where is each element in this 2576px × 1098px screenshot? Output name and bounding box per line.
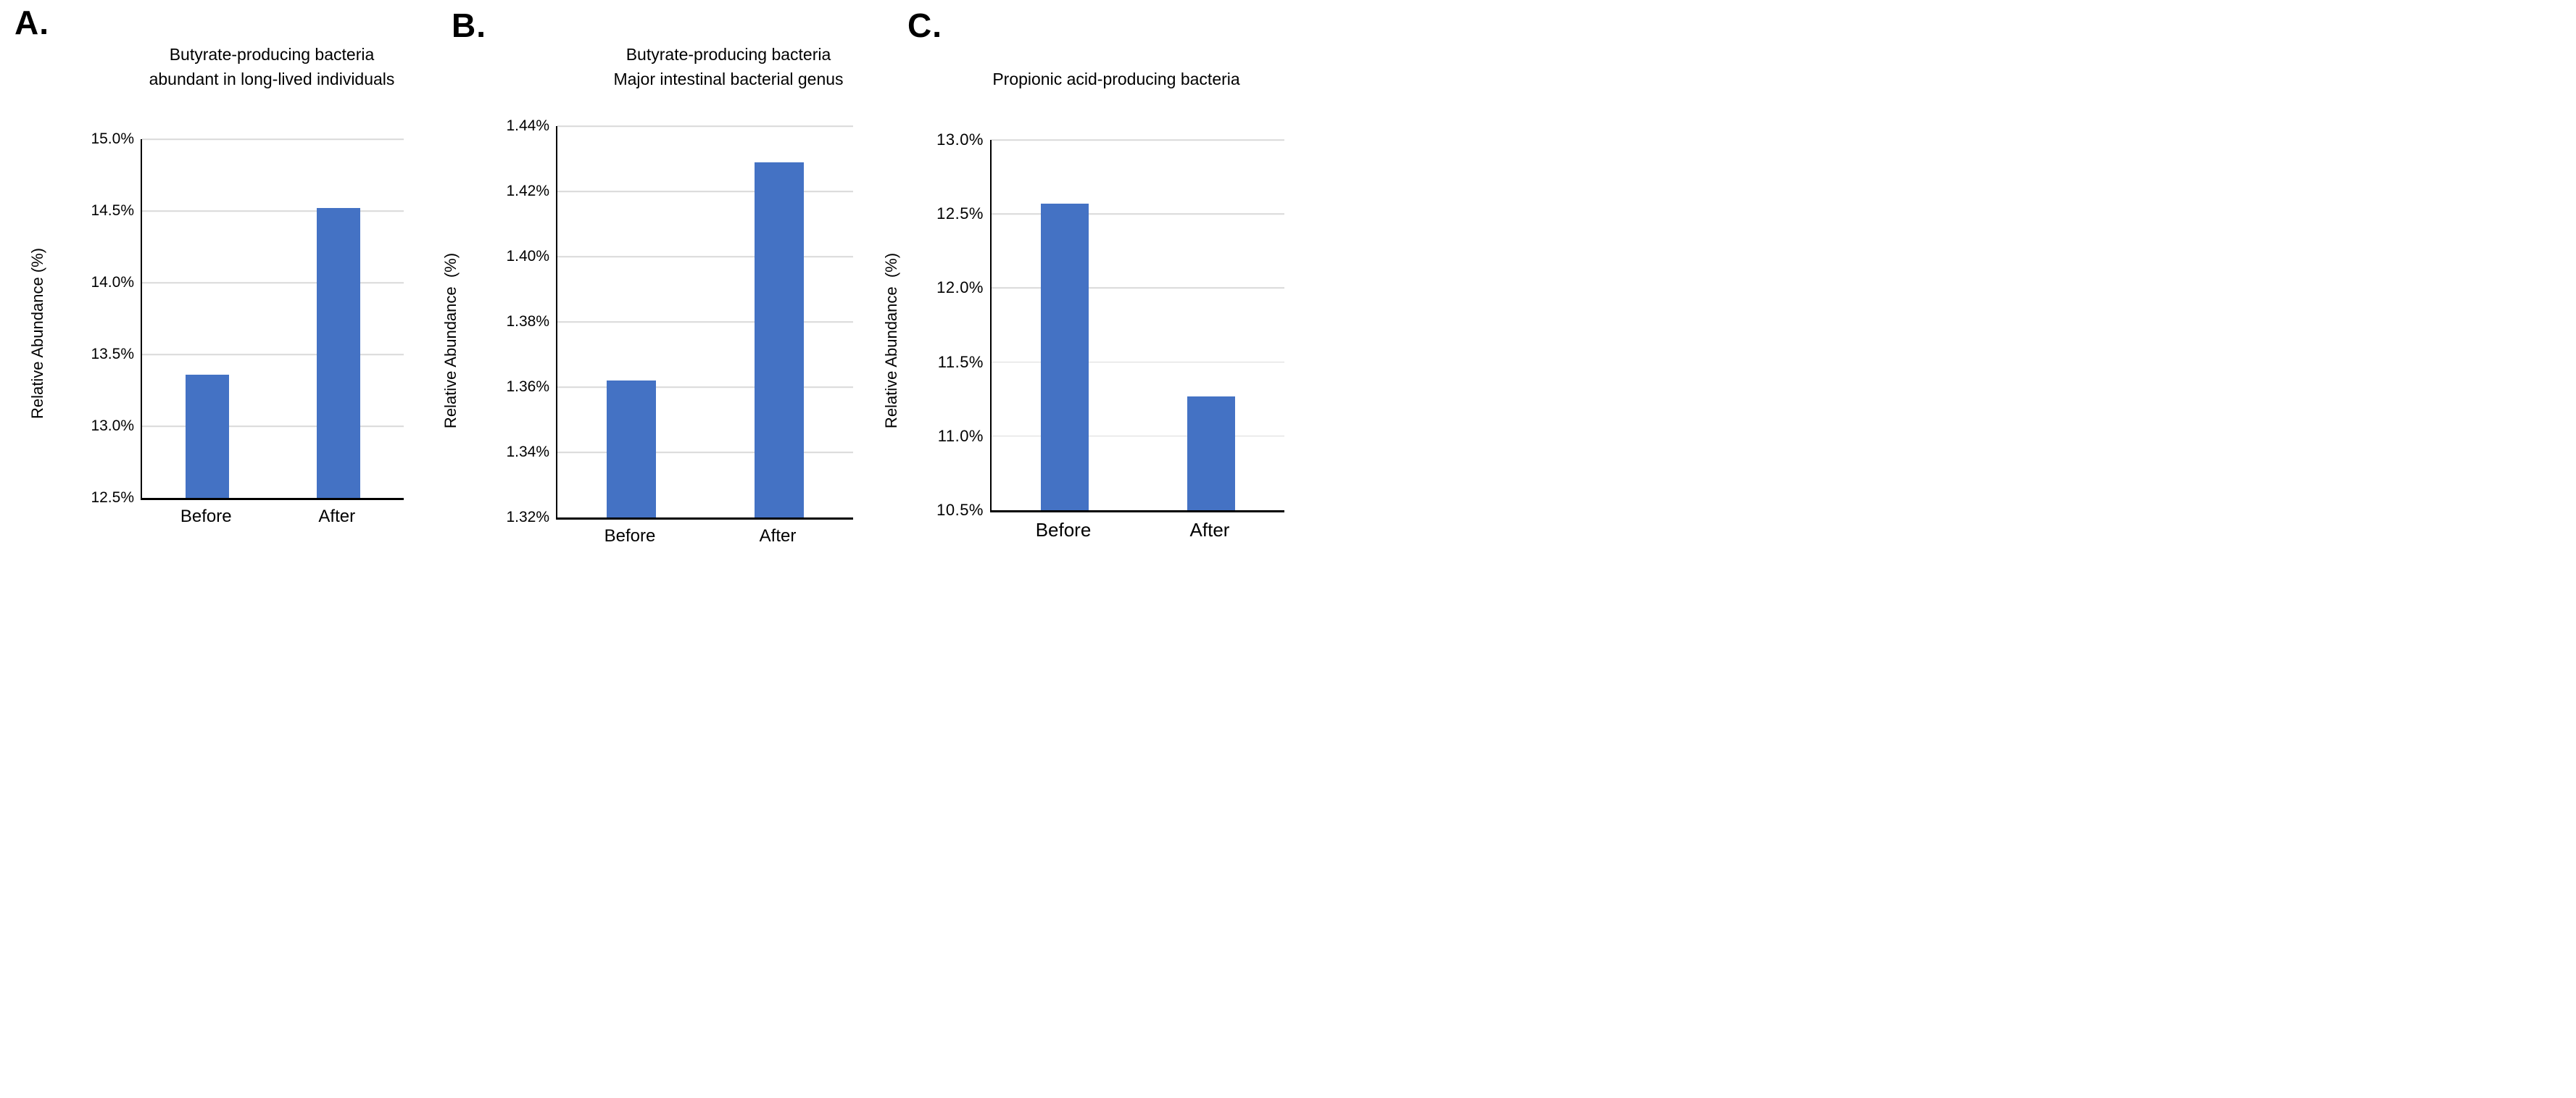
panel-c: C. Propionic acid-producing bacteria Rel… — [858, 0, 1288, 549]
x-axis-category-labels: Before After — [141, 507, 402, 527]
y-tick-label: 1.36% — [506, 378, 549, 395]
y-axis-tick-labels: 1.44% 1.42% 1.40% 1.38% 1.36% 1.34% 1.32% — [429, 117, 549, 525]
gridline — [557, 125, 853, 127]
y-tick-label: 12.5% — [91, 489, 134, 506]
gridline — [142, 138, 404, 140]
bar-slot — [992, 140, 1138, 510]
panel-letter-b: B. — [452, 7, 486, 44]
y-tick-label: 1.42% — [506, 183, 549, 199]
y-tick-label: 10.5% — [936, 501, 984, 519]
bars — [557, 126, 853, 517]
y-tick-label: 14.0% — [91, 274, 134, 291]
panel-letter-a: A. — [14, 4, 49, 41]
x-category-label: Before — [180, 507, 232, 526]
bars — [142, 139, 404, 498]
gridlines — [142, 138, 404, 498]
bar-slot — [142, 139, 273, 498]
y-tick-label: 13.0% — [91, 417, 134, 434]
plot-area — [141, 138, 404, 500]
chart-title-b: Butyrate-producing bacteria Major intest… — [613, 41, 843, 91]
y-tick-label: 11.0% — [937, 426, 984, 445]
x-axis-category-labels: Before After — [556, 526, 852, 546]
x-category-label: Before — [1035, 519, 1092, 541]
bars — [992, 140, 1284, 510]
chart-title-line: Propionic acid-producing bacteria — [992, 70, 1240, 88]
y-tick-label: 13.0% — [936, 130, 984, 149]
gridline — [142, 282, 404, 283]
gridline — [142, 210, 404, 212]
y-axis-tick-labels: 15.0% 14.5% 14.0% 13.5% 13.0% 12.5% — [0, 130, 134, 506]
y-tick-label: 12.5% — [936, 204, 984, 223]
bar-after — [755, 162, 804, 517]
gridline — [992, 213, 1284, 215]
y-tick-label: 13.5% — [91, 346, 134, 362]
bar-slot — [1138, 140, 1284, 510]
bar-after — [1187, 396, 1236, 510]
gridline — [557, 256, 853, 257]
y-tick-label: 1.34% — [506, 444, 549, 460]
x-category-label: After — [318, 507, 356, 526]
plot-area — [990, 139, 1284, 512]
x-axis-category-labels: Before After — [990, 519, 1283, 541]
chart-title-line: Butyrate-producing bacteria — [169, 45, 375, 64]
chart-title-c: Propionic acid-producing bacteria — [992, 41, 1239, 91]
gridlines — [992, 139, 1284, 510]
bar-slot — [273, 139, 404, 498]
gridline — [142, 354, 404, 355]
y-axis-tick-labels: 13.0% 12.5% 12.0% 11.5% 11.0% 10.5% — [858, 130, 984, 519]
gridline — [992, 287, 1284, 289]
y-tick-label: 14.5% — [91, 202, 134, 219]
gridline — [992, 361, 1284, 363]
bar-slot — [557, 126, 705, 517]
bar-before — [186, 374, 230, 498]
plot-area — [556, 125, 853, 520]
gridline — [557, 452, 853, 453]
panel-letter-c: C. — [907, 7, 942, 44]
y-tick-label: 1.40% — [506, 248, 549, 265]
y-tick-label: 1.32% — [506, 509, 549, 525]
y-tick-label: 1.38% — [506, 313, 549, 330]
gridline — [557, 321, 853, 323]
x-category-label: After — [759, 526, 797, 546]
y-tick-label: 15.0% — [91, 130, 134, 147]
gridlines — [557, 125, 853, 517]
figure-three-panel-bar-charts: A. Butyrate-producing bacteria abundant … — [0, 0, 1288, 549]
gridline — [557, 191, 853, 192]
chart-title-line: Major intestinal bacterial genus — [613, 70, 844, 88]
bar-after — [316, 208, 360, 498]
y-tick-label: 11.5% — [937, 352, 984, 371]
x-category-label: Before — [604, 526, 656, 546]
chart-title-a: Butyrate-producing bacteria abundant in … — [149, 41, 395, 91]
gridline — [992, 139, 1284, 141]
gridline — [992, 436, 1284, 437]
x-category-label: After — [1189, 519, 1230, 541]
y-tick-label: 12.0% — [936, 278, 984, 297]
panel-b: B. Butyrate-producing bacteria Major int… — [429, 0, 858, 549]
chart-title-line: Butyrate-producing bacteria — [626, 45, 831, 64]
chart-title-line: abundant in long-lived individuals — [149, 70, 395, 88]
bar-before — [607, 380, 656, 517]
bar-before — [1040, 203, 1089, 510]
gridline — [142, 425, 404, 427]
panel-a: A. Butyrate-producing bacteria abundant … — [0, 0, 429, 549]
gridline — [557, 386, 853, 388]
bar-slot — [705, 126, 853, 517]
y-tick-label: 1.44% — [506, 117, 549, 134]
